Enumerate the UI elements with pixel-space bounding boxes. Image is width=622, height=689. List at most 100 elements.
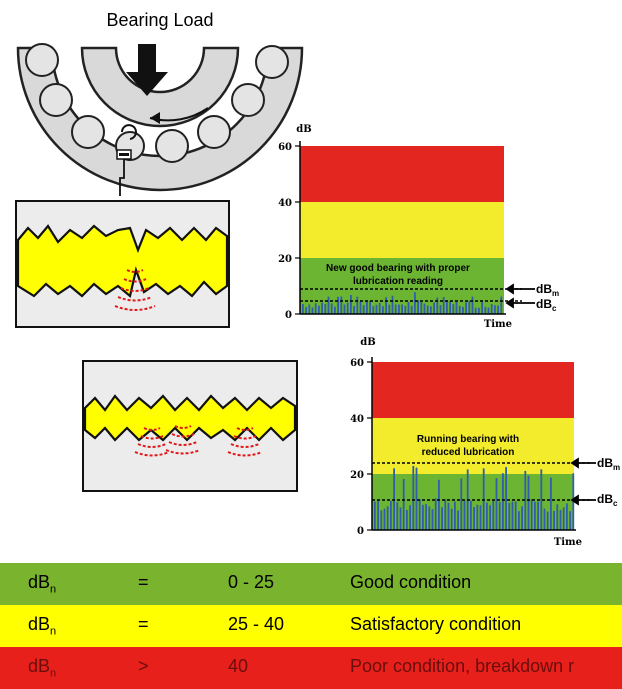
noise-bar [330,303,333,314]
noise-bar [455,301,458,314]
chart-annotation: New good bearing with proper [326,263,470,274]
noise-bar [402,479,405,530]
noise-bar [380,510,383,530]
surface-detail-reduced [82,360,298,492]
noise-bar [521,506,523,530]
noise-bar [505,467,507,530]
dbm-label: dBm [536,282,559,298]
noise-bar [308,304,311,314]
noise-bar [321,302,323,314]
noise-bar [350,295,352,314]
noise-bar [311,307,314,314]
noise-bar [324,304,327,314]
noise-bar [415,467,418,530]
condition-description: Poor condition, breakdown r [350,656,575,676]
noise-bar [508,502,511,530]
roller-ball [155,129,189,163]
noise-bar [420,302,423,314]
noise-bar [399,507,402,530]
outer-race [16,46,304,192]
bearing-diagram: Bearing Load [15,10,620,548]
noise-bar [490,304,493,314]
noise-bar [426,305,429,314]
noise-bar [473,507,475,530]
y-unit: dB [360,337,375,348]
noise-bar [305,307,307,314]
noise-bar [449,301,451,314]
noise-bar [314,303,317,314]
y-tick-label: 20 [350,470,364,481]
roller-ball [39,83,73,117]
noise-bar [486,502,488,530]
noise-bar [478,307,480,314]
zone-satisfactory [300,202,504,258]
noise-bar [340,296,343,314]
lubrication-film-thin [83,394,297,442]
y-unit: dB [296,124,311,135]
noise-bar [463,501,466,530]
noise-bar [386,506,389,530]
noise-bar [318,305,320,314]
noise-bar [556,504,559,530]
noise-bar [569,511,571,530]
condition-operator: > [138,656,149,676]
noise-bar [362,305,365,314]
condition-range: 0 - 25 [228,572,275,592]
noise-bar [302,304,304,314]
noise-bar [327,296,330,314]
noise-bar [553,511,555,530]
noise-bar [494,305,496,314]
noise-bar [537,501,539,530]
noise-bar [425,503,427,530]
noise-bar [396,502,399,530]
x-axis-label: Time [554,537,582,548]
noise-bar [428,506,431,530]
noise-bar [390,501,392,530]
chart-good-bearing: dB 60 40 20 0 Time dBm dBc New good bear… [278,124,559,330]
noise-bar [546,511,549,530]
noise-bar [375,304,378,314]
noise-bars [302,292,503,314]
noise-bar [511,501,514,530]
noise-bar [452,304,455,314]
noise-bar [343,304,346,314]
noise-bar [393,468,395,530]
noise-bar [498,502,501,530]
noise-bar [410,305,413,314]
y-tick-label: 0 [285,310,292,321]
noise-bar [409,505,411,530]
noise-bar [369,300,371,314]
stress-wave-icon [114,269,156,311]
noise-bar [530,499,533,530]
noise-bar [518,511,520,530]
condition-operator: = [138,614,149,634]
noise-bar [468,301,471,314]
zone-poor [300,146,504,202]
noise-bar [442,297,445,314]
noise-bar [514,501,517,530]
noise-bar [489,505,491,530]
condition-range: 25 - 40 [228,614,285,634]
noise-bar [444,499,447,530]
condition-operator: = [138,572,149,592]
stress-wave-icon [134,425,263,457]
noise-bar [436,297,439,314]
roller-ball [255,45,289,79]
roller-ball [25,43,59,77]
y-tick-label: 40 [278,198,292,209]
noise-bar [500,296,503,314]
noise-bar [412,465,415,530]
noise-bar [378,302,381,314]
bearing-illustration: Bearing Load [16,10,304,196]
noise-bar [481,301,483,314]
zone-good [372,474,574,530]
surface-detail-good [15,200,230,328]
noise-bar [334,306,336,314]
noise-bar [374,501,376,530]
noise-bar [382,306,384,314]
noise-bar [407,302,410,314]
condition-row-satisfactory: dBn = 25 - 40 Satisfactory condition [0,605,622,647]
noise-bar [394,304,397,314]
noise-bar [527,475,530,530]
noise-bar [434,498,437,530]
